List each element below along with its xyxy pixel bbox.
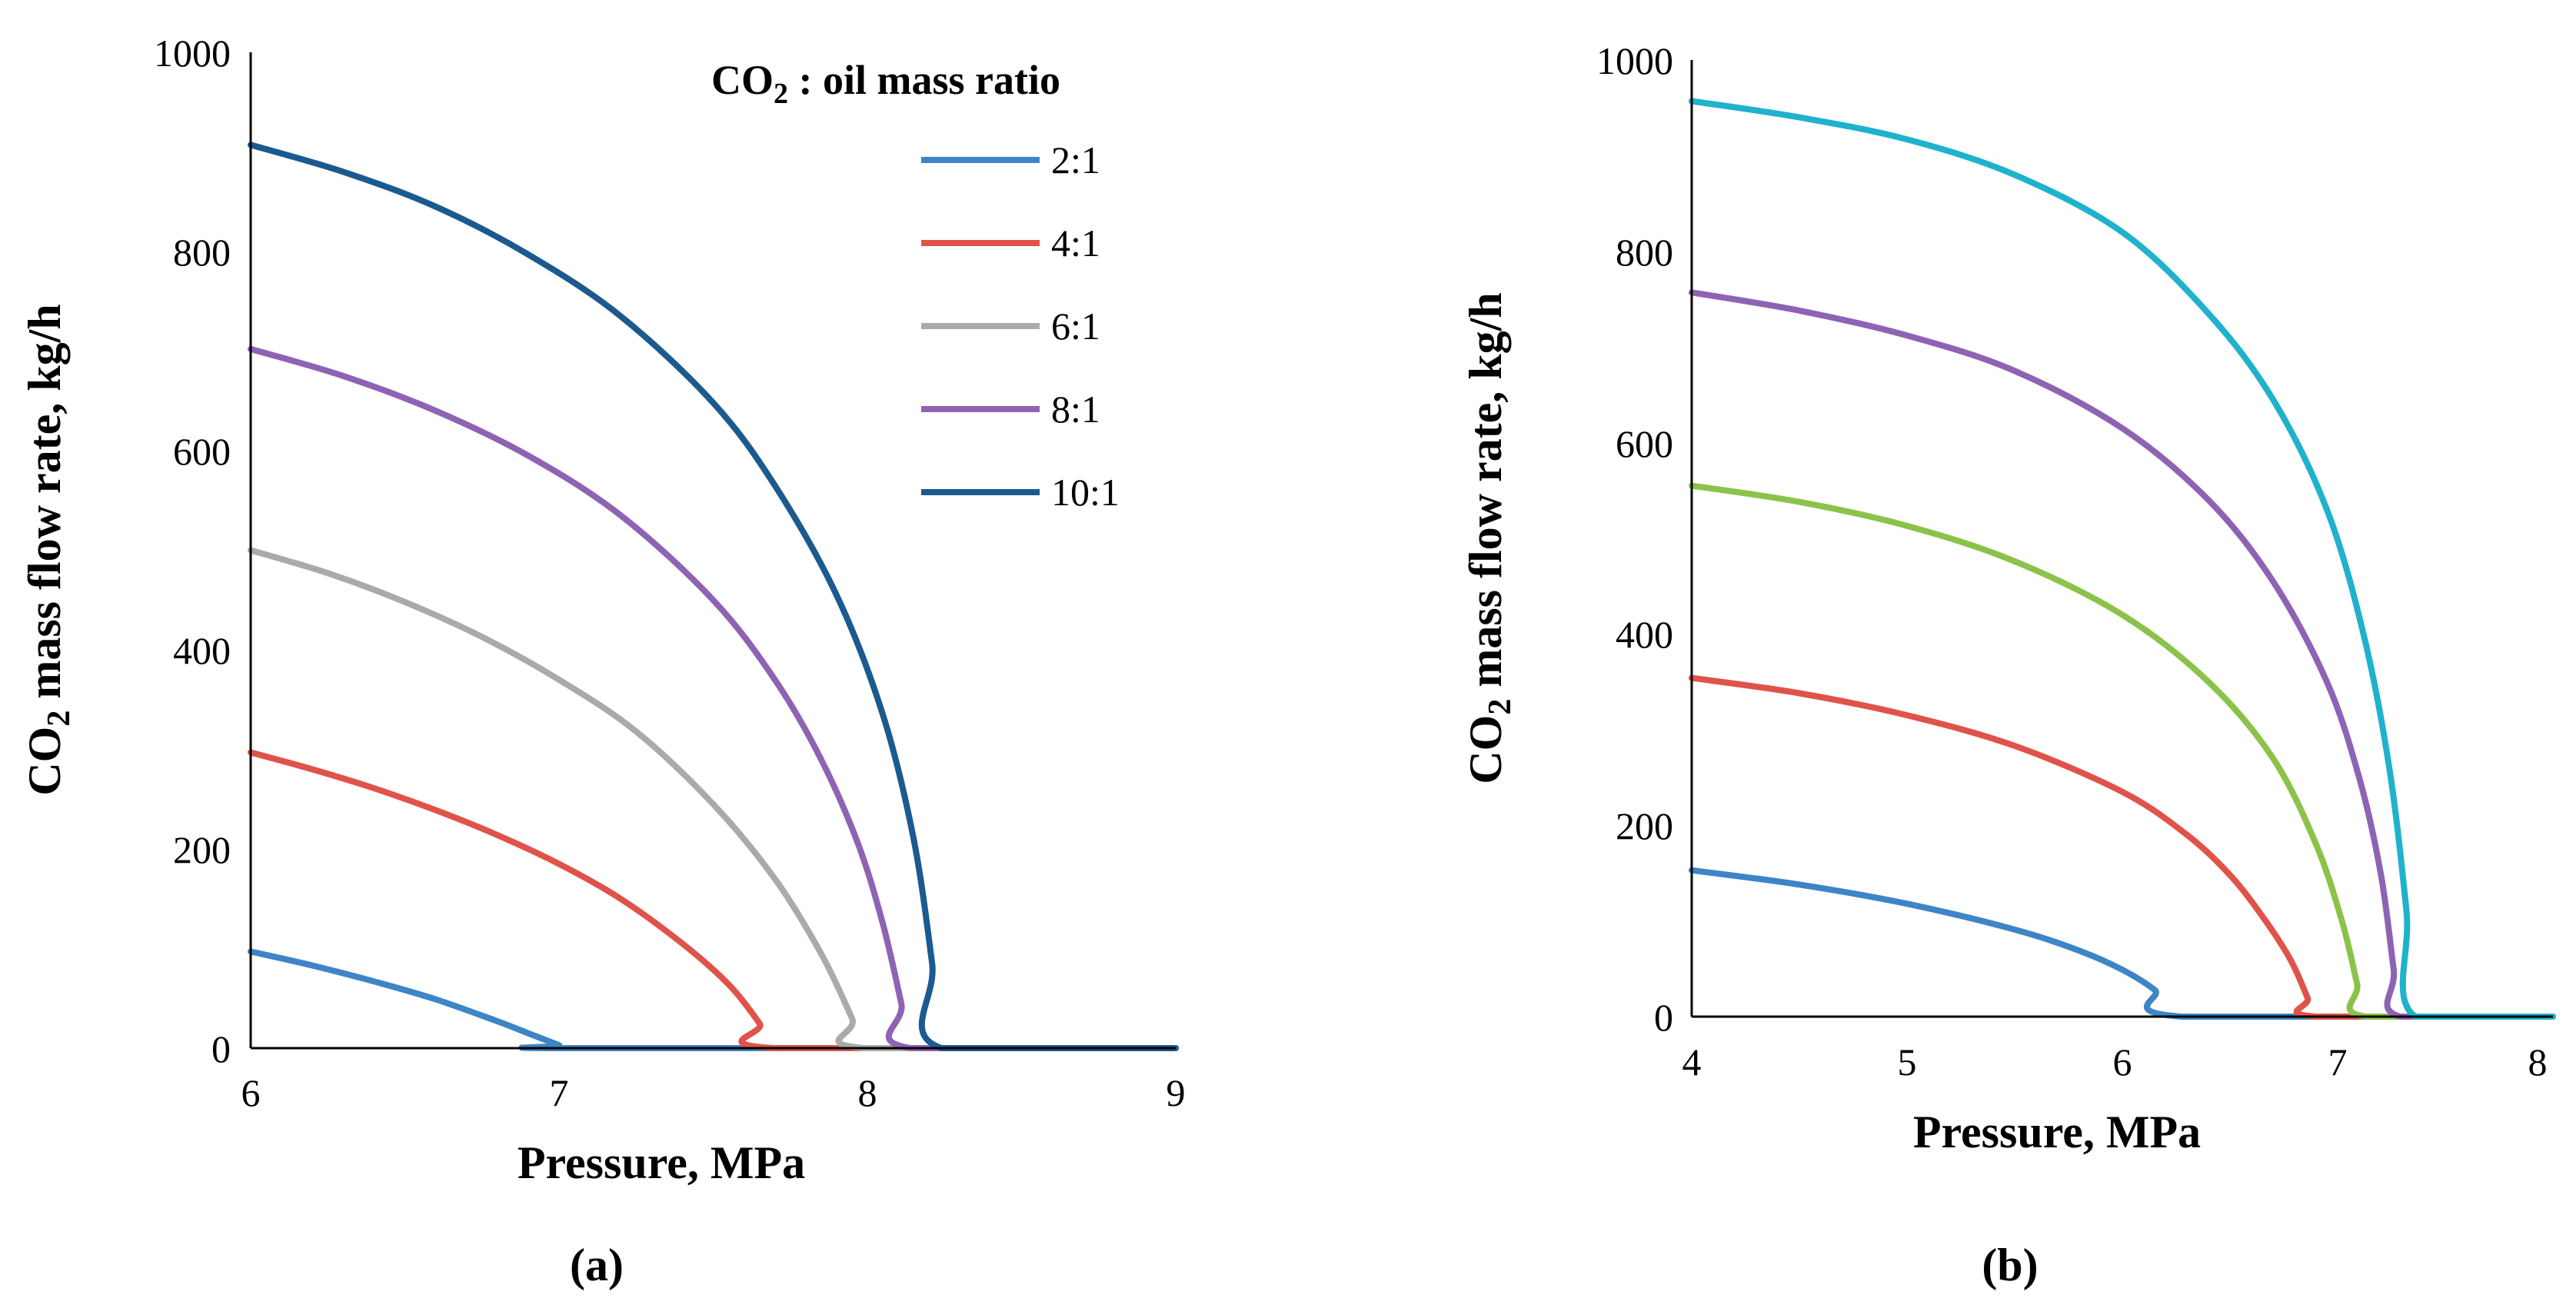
x-tick-label: 6 [241, 1071, 261, 1114]
x-tick-label: 6 [2113, 1040, 2132, 1084]
x-tick-label: 4 [1682, 1040, 1702, 1084]
legend-item: 6:1 [921, 305, 1100, 348]
series-line-b-series-1 [1689, 867, 2556, 1020]
series-line-a-6-to-1 [248, 547, 1179, 1052]
y-tick-label: 0 [211, 1027, 231, 1070]
legend-label: 6:1 [1051, 305, 1100, 348]
x-tick-label: 8 [858, 1071, 877, 1114]
legend-label: 8:1 [1051, 388, 1100, 431]
legend-item: 4:1 [921, 221, 1100, 265]
x-tick-labels-b: 4 5 6 7 8 [1682, 1040, 2548, 1084]
legend-label: 2:1 [1051, 138, 1100, 181]
series-line-a-8-to-1 [248, 345, 1179, 1052]
y-axis-title-a: CO2 mass flow rate, kg/h [19, 304, 77, 795]
legend-item: 10:1 [921, 471, 1120, 514]
y-tick-label: 400 [173, 629, 231, 672]
x-tick-label: 9 [1167, 1071, 1186, 1114]
chart-panel-b: 0 200 400 600 800 1000 4 5 6 7 8 Pressur… [1460, 39, 2556, 1290]
legend-item: 2:1 [921, 138, 1100, 181]
y-tick-label: 800 [173, 231, 231, 274]
panel-label-b: (b) [1982, 1240, 2038, 1290]
y-tick-label: 600 [173, 430, 231, 473]
y-axis-title-b: CO2 mass flow rate, kg/h [1460, 292, 1518, 784]
chart-panel-a: 0 200 400 600 800 1000 6 7 8 9 Pressure,… [19, 32, 1186, 1290]
series-line-a-10-to-1 [248, 141, 1179, 1052]
panel-label-a: (a) [570, 1240, 624, 1290]
legend-item: 8:1 [921, 388, 1100, 431]
series-line-b-series-2 [1689, 674, 2556, 1020]
x-tick-label: 5 [1898, 1040, 1917, 1084]
series-line-b-series-3 [1689, 482, 2556, 1020]
y-tick-label: 600 [1616, 422, 1673, 465]
y-tick-label: 200 [1616, 804, 1673, 847]
x-axis-title-b: Pressure, MPa [1913, 1107, 2201, 1157]
y-tick-labels-b: 0 200 400 600 800 1000 [1596, 39, 1673, 1039]
series-line-a-4-to-1 [248, 749, 1179, 1052]
series-line-b-series-4 [1689, 289, 2556, 1020]
x-axis-title-a: Pressure, MPa [518, 1137, 805, 1188]
legend-label: 10:1 [1051, 471, 1120, 514]
y-tick-label: 400 [1616, 613, 1673, 656]
y-tick-labels-a: 0 200 400 600 800 1000 [154, 32, 231, 1070]
legend-title: CO2 : oil mass ratio [711, 57, 1060, 110]
x-tick-labels-a: 6 7 8 9 [241, 1071, 1186, 1114]
series-group-a [248, 141, 1179, 1052]
series-group-b [1689, 98, 2556, 1020]
y-tick-label: 200 [173, 828, 231, 871]
x-tick-label: 7 [2328, 1040, 2348, 1084]
y-tick-label: 800 [1616, 231, 1673, 274]
series-line-b-series-5 [1689, 98, 2556, 1020]
legend-label: 4:1 [1051, 221, 1100, 265]
y-tick-label: 0 [1654, 996, 1673, 1039]
y-tick-label: 1000 [154, 32, 231, 75]
y-tick-label: 1000 [1596, 39, 1673, 82]
legend: CO2 : oil mass ratio 2:1 4:1 6:1 8:1 10:… [711, 57, 1120, 514]
x-tick-label: 8 [2528, 1040, 2548, 1084]
x-tick-label: 7 [550, 1071, 569, 1114]
